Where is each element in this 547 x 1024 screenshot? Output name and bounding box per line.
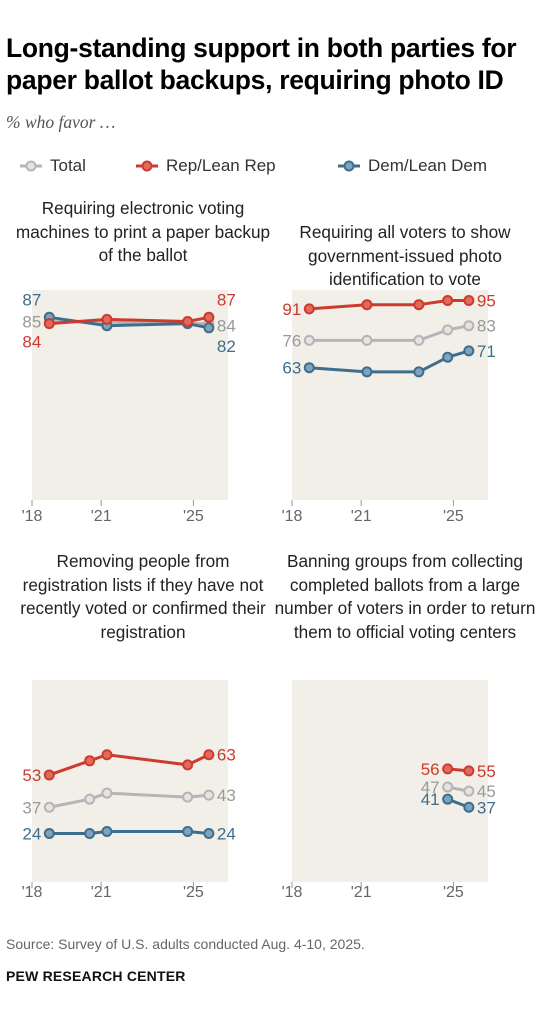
data-point-total xyxy=(463,785,475,797)
data-label-dem: 63 xyxy=(282,359,301,378)
footer-brand: PEW RESEARCH CENTER xyxy=(6,968,186,984)
data-point-total xyxy=(303,334,315,346)
data-point-dem xyxy=(101,826,113,837)
data-point-rep xyxy=(442,295,454,306)
data-point-dem xyxy=(84,828,96,840)
data-label-rep: 53 xyxy=(22,766,41,785)
panel-background xyxy=(292,680,488,882)
legend-label-total: Total xyxy=(50,156,86,175)
data-point-dem xyxy=(43,828,55,840)
legend-marker-rep xyxy=(136,160,158,172)
data-point-rep xyxy=(182,759,194,771)
data-label-dem: 37 xyxy=(477,798,496,817)
panel-title-registration-lists: Removing people from registration lists … xyxy=(20,551,266,642)
data-label-total: 84 xyxy=(217,317,236,336)
data-label-rep: 84 xyxy=(22,333,41,352)
data-point-rep xyxy=(101,313,113,325)
data-point-rep xyxy=(303,303,315,315)
data-label-rep: 63 xyxy=(217,746,236,765)
legend-item-rep: Rep/Lean Rep xyxy=(136,156,276,176)
data-label-rep: 56 xyxy=(421,760,440,779)
data-point-total xyxy=(442,324,454,336)
x-tick-label: '25 xyxy=(183,508,204,525)
x-tick-label: '25 xyxy=(443,508,464,525)
data-point-rep xyxy=(203,749,215,761)
data-label-total: 47 xyxy=(421,778,440,797)
panel-background xyxy=(292,290,488,500)
data-point-rep xyxy=(84,755,96,767)
data-point-total xyxy=(203,789,215,801)
x-tick-label: '21 xyxy=(91,884,112,901)
data-label-dem: 24 xyxy=(217,825,236,844)
data-point-total xyxy=(84,793,96,805)
data-point-dem xyxy=(303,362,315,374)
x-tick-label: '18 xyxy=(22,884,43,901)
source-note: Source: Survey of U.S. adults conducted … xyxy=(6,936,365,952)
x-tick-label: '21 xyxy=(351,508,372,525)
data-label-dem: 87 xyxy=(22,290,41,309)
data-label-dem: 71 xyxy=(477,342,496,361)
data-point-total xyxy=(413,334,425,346)
data-label-rep: 87 xyxy=(217,290,236,309)
data-point-rep xyxy=(182,316,194,327)
data-point-dem xyxy=(442,793,454,805)
data-label-total: 76 xyxy=(282,331,301,350)
data-point-rep xyxy=(101,749,113,761)
panel-title-photo-id: Requiring all voters to show government-… xyxy=(299,222,511,289)
series-line-rep xyxy=(49,315,210,326)
data-point-rep xyxy=(463,765,475,777)
panel-title-paper-backup: Requiring electronic voting machines to … xyxy=(15,198,271,265)
data-label-dem: 82 xyxy=(217,337,236,356)
data-point-dem xyxy=(463,345,475,357)
x-tick-label: '21 xyxy=(91,508,112,525)
data-label-rep: 95 xyxy=(477,292,496,311)
data-label-total: 83 xyxy=(477,317,496,336)
data-point-total xyxy=(463,320,475,332)
legend-label-dem: Dem/Lean Dem xyxy=(368,156,488,175)
data-label-dem: 41 xyxy=(421,790,440,809)
data-point-rep xyxy=(43,318,55,330)
data-point-rep xyxy=(203,311,215,323)
legend-item-total: Total xyxy=(20,156,86,176)
data-point-total xyxy=(101,787,113,799)
data-point-rep xyxy=(413,299,425,311)
data-point-dem xyxy=(361,366,373,378)
x-tick-label: '18 xyxy=(22,508,43,525)
data-label-rep: 55 xyxy=(477,762,496,781)
data-label-total: 85 xyxy=(22,313,41,332)
data-label-total: 37 xyxy=(22,798,41,817)
x-tick-label: '21 xyxy=(351,884,372,901)
legend-item-dem: Dem/Lean Dem xyxy=(338,156,487,176)
data-point-total xyxy=(361,334,373,346)
chart-subtitle: % who favor … xyxy=(6,112,116,132)
x-tick-label: '18 xyxy=(282,508,303,525)
chart-title: Long-standing support in both parties fo… xyxy=(6,33,517,95)
legend-label-rep: Rep/Lean Rep xyxy=(166,156,276,175)
panel-background xyxy=(32,680,228,882)
data-point-total xyxy=(182,791,194,803)
data-label-dem: 24 xyxy=(22,825,41,844)
data-point-dem xyxy=(413,366,425,378)
data-point-dem xyxy=(463,801,475,813)
data-point-total xyxy=(442,781,454,793)
data-point-rep xyxy=(361,299,373,311)
data-point-rep xyxy=(463,295,475,306)
data-point-dem xyxy=(182,826,194,837)
data-point-dem xyxy=(203,828,215,840)
data-point-dem xyxy=(442,351,454,363)
legend-marker-total xyxy=(20,160,42,172)
data-point-rep xyxy=(442,763,454,775)
x-tick-label: '18 xyxy=(282,884,303,901)
data-point-dem xyxy=(203,322,215,334)
data-label-rep: 91 xyxy=(282,300,301,319)
data-label-total: 45 xyxy=(477,782,496,801)
data-point-rep xyxy=(43,769,55,781)
data-point-total xyxy=(43,801,55,813)
legend-marker-dem xyxy=(338,160,360,172)
panel-title-ballot-collection: Banning groups from collecting completed… xyxy=(274,551,536,642)
data-label-total: 43 xyxy=(217,786,236,805)
x-tick-label: '25 xyxy=(183,884,204,901)
x-tick-label: '25 xyxy=(443,884,464,901)
